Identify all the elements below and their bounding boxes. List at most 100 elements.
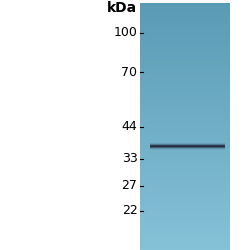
Bar	[140, 135, 230, 136]
Bar	[140, 223, 230, 224]
Bar	[140, 38, 230, 39]
Bar	[140, 77, 230, 78]
Text: 70: 70	[122, 66, 138, 79]
Bar	[140, 110, 230, 112]
Bar	[140, 64, 230, 65]
Bar	[140, 210, 230, 212]
Bar	[140, 191, 230, 192]
Bar	[140, 56, 230, 58]
Bar	[140, 239, 230, 240]
Bar	[140, 3, 230, 4]
Bar	[140, 162, 230, 164]
Bar	[140, 72, 230, 74]
Bar	[140, 144, 230, 145]
Bar	[140, 125, 230, 126]
Text: 22: 22	[122, 204, 138, 217]
Bar	[140, 213, 230, 214]
Bar	[140, 50, 230, 51]
Bar	[140, 84, 230, 86]
Bar	[140, 219, 230, 220]
Bar	[140, 58, 230, 59]
Text: 44: 44	[122, 120, 138, 133]
Bar	[140, 200, 230, 201]
Bar	[140, 198, 230, 200]
Bar	[140, 204, 230, 206]
Bar	[140, 122, 230, 123]
Bar	[140, 220, 230, 222]
Bar	[140, 112, 230, 113]
Bar	[140, 60, 230, 61]
Bar	[140, 120, 230, 122]
Bar	[140, 242, 230, 244]
Bar	[140, 67, 230, 68]
Bar	[140, 248, 230, 249]
Bar	[140, 46, 230, 48]
Bar	[140, 40, 230, 42]
Bar	[140, 54, 230, 55]
Bar	[140, 229, 230, 230]
Bar	[140, 142, 230, 144]
Bar	[140, 100, 230, 101]
Bar	[140, 124, 230, 125]
Bar	[140, 164, 230, 165]
Bar	[140, 214, 230, 216]
Bar	[140, 108, 230, 109]
Bar	[140, 235, 230, 236]
Bar	[140, 13, 230, 14]
Bar	[140, 23, 230, 24]
Bar	[140, 44, 230, 45]
Bar	[140, 138, 230, 139]
Bar	[140, 145, 230, 146]
Bar	[140, 7, 230, 8]
Bar	[140, 102, 230, 103]
Bar	[140, 65, 230, 66]
Bar	[140, 97, 230, 98]
Bar	[140, 224, 230, 225]
Bar	[140, 12, 230, 13]
Bar	[140, 212, 230, 213]
Bar	[140, 18, 230, 19]
Bar	[140, 206, 230, 207]
Bar	[140, 113, 230, 114]
Bar	[140, 109, 230, 110]
Bar	[140, 182, 230, 183]
Bar	[140, 186, 230, 187]
Bar	[140, 159, 230, 160]
Bar	[140, 139, 230, 140]
Bar	[140, 238, 230, 239]
Bar	[140, 172, 230, 174]
Bar	[140, 156, 230, 158]
Bar	[140, 33, 230, 34]
Bar	[140, 98, 230, 100]
Bar	[140, 190, 230, 191]
Text: 27: 27	[122, 179, 138, 192]
Bar	[140, 128, 230, 129]
Bar	[140, 88, 230, 90]
Bar	[140, 81, 230, 82]
Bar	[140, 236, 230, 238]
Bar	[140, 207, 230, 208]
Bar	[140, 118, 230, 119]
Bar	[140, 155, 230, 156]
Bar	[140, 9, 230, 11]
Bar	[140, 92, 230, 93]
Bar	[140, 35, 230, 36]
Bar	[140, 25, 230, 26]
Bar	[140, 39, 230, 40]
Bar	[140, 148, 230, 149]
Bar	[140, 78, 230, 80]
Bar	[140, 90, 230, 91]
Bar	[140, 16, 230, 17]
Bar	[140, 165, 230, 166]
Bar	[140, 175, 230, 176]
Bar	[140, 62, 230, 64]
Bar	[140, 87, 230, 88]
Bar	[140, 48, 230, 49]
Bar	[140, 193, 230, 194]
Bar	[140, 71, 230, 72]
Bar	[140, 6, 230, 7]
Bar	[140, 181, 230, 182]
Bar	[140, 203, 230, 204]
Bar	[140, 130, 230, 132]
Bar	[140, 154, 230, 155]
